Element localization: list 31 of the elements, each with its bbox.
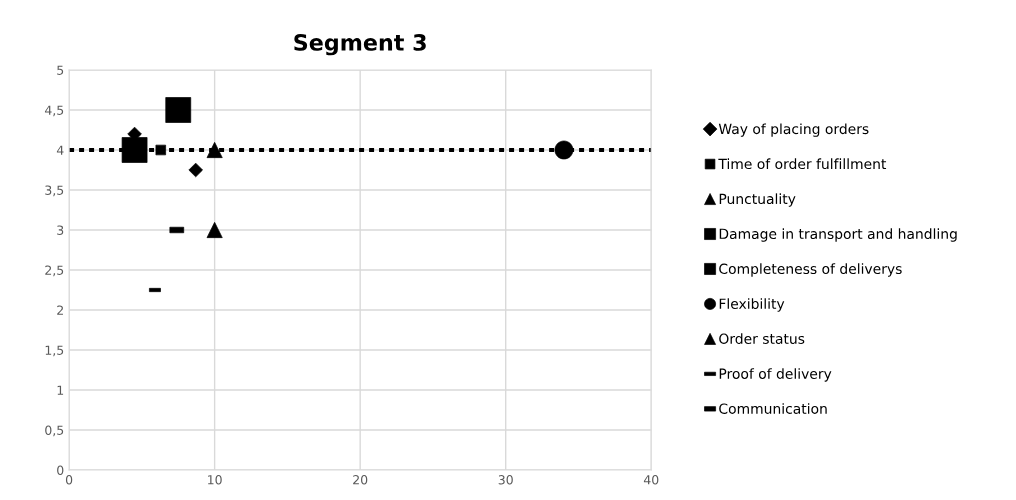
y-tick-label: 1,5	[45, 345, 64, 357]
y-tick-label: 2,5	[45, 265, 64, 277]
legend-label: Communication	[719, 403, 827, 414]
chart-title: Segment 3	[294, 34, 426, 56]
legend-label: Flexibility	[719, 298, 785, 312]
y-tick-label: 5	[57, 65, 64, 75]
legend-label: Punctuality	[719, 193, 796, 207]
legend-label: Completeness of deliverys	[719, 263, 902, 277]
point	[121, 137, 148, 163]
legend-label: Time of order fulfillment	[718, 158, 887, 170]
legend-label: Proof of delivery	[719, 368, 832, 382]
y-tick-label: 0,5	[45, 425, 64, 437]
y-tick-label: 4,5	[44, 105, 64, 117]
x-tick-label: 30	[498, 475, 513, 485]
y-tick-label: 1	[57, 385, 64, 395]
point	[165, 97, 192, 123]
legend-label: Way of placing orders	[718, 123, 869, 137]
x-tick-label: 40	[643, 475, 659, 485]
x-tick-label: 20	[353, 475, 368, 485]
point	[206, 142, 223, 158]
y-tick-label: 0	[57, 465, 64, 475]
x-tick-label: 0	[65, 475, 73, 485]
y-tick-label: 3,5	[45, 185, 64, 197]
legend-label: Order status	[719, 333, 805, 344]
y-tick-label: 2	[57, 305, 63, 315]
y-tick-label: 3	[57, 225, 64, 235]
y-tick-label: 4	[56, 145, 64, 155]
x-tick-label: 10	[208, 475, 222, 485]
point	[188, 162, 203, 178]
legend-label: Damage in transport and handling	[719, 228, 957, 242]
point	[206, 222, 223, 238]
